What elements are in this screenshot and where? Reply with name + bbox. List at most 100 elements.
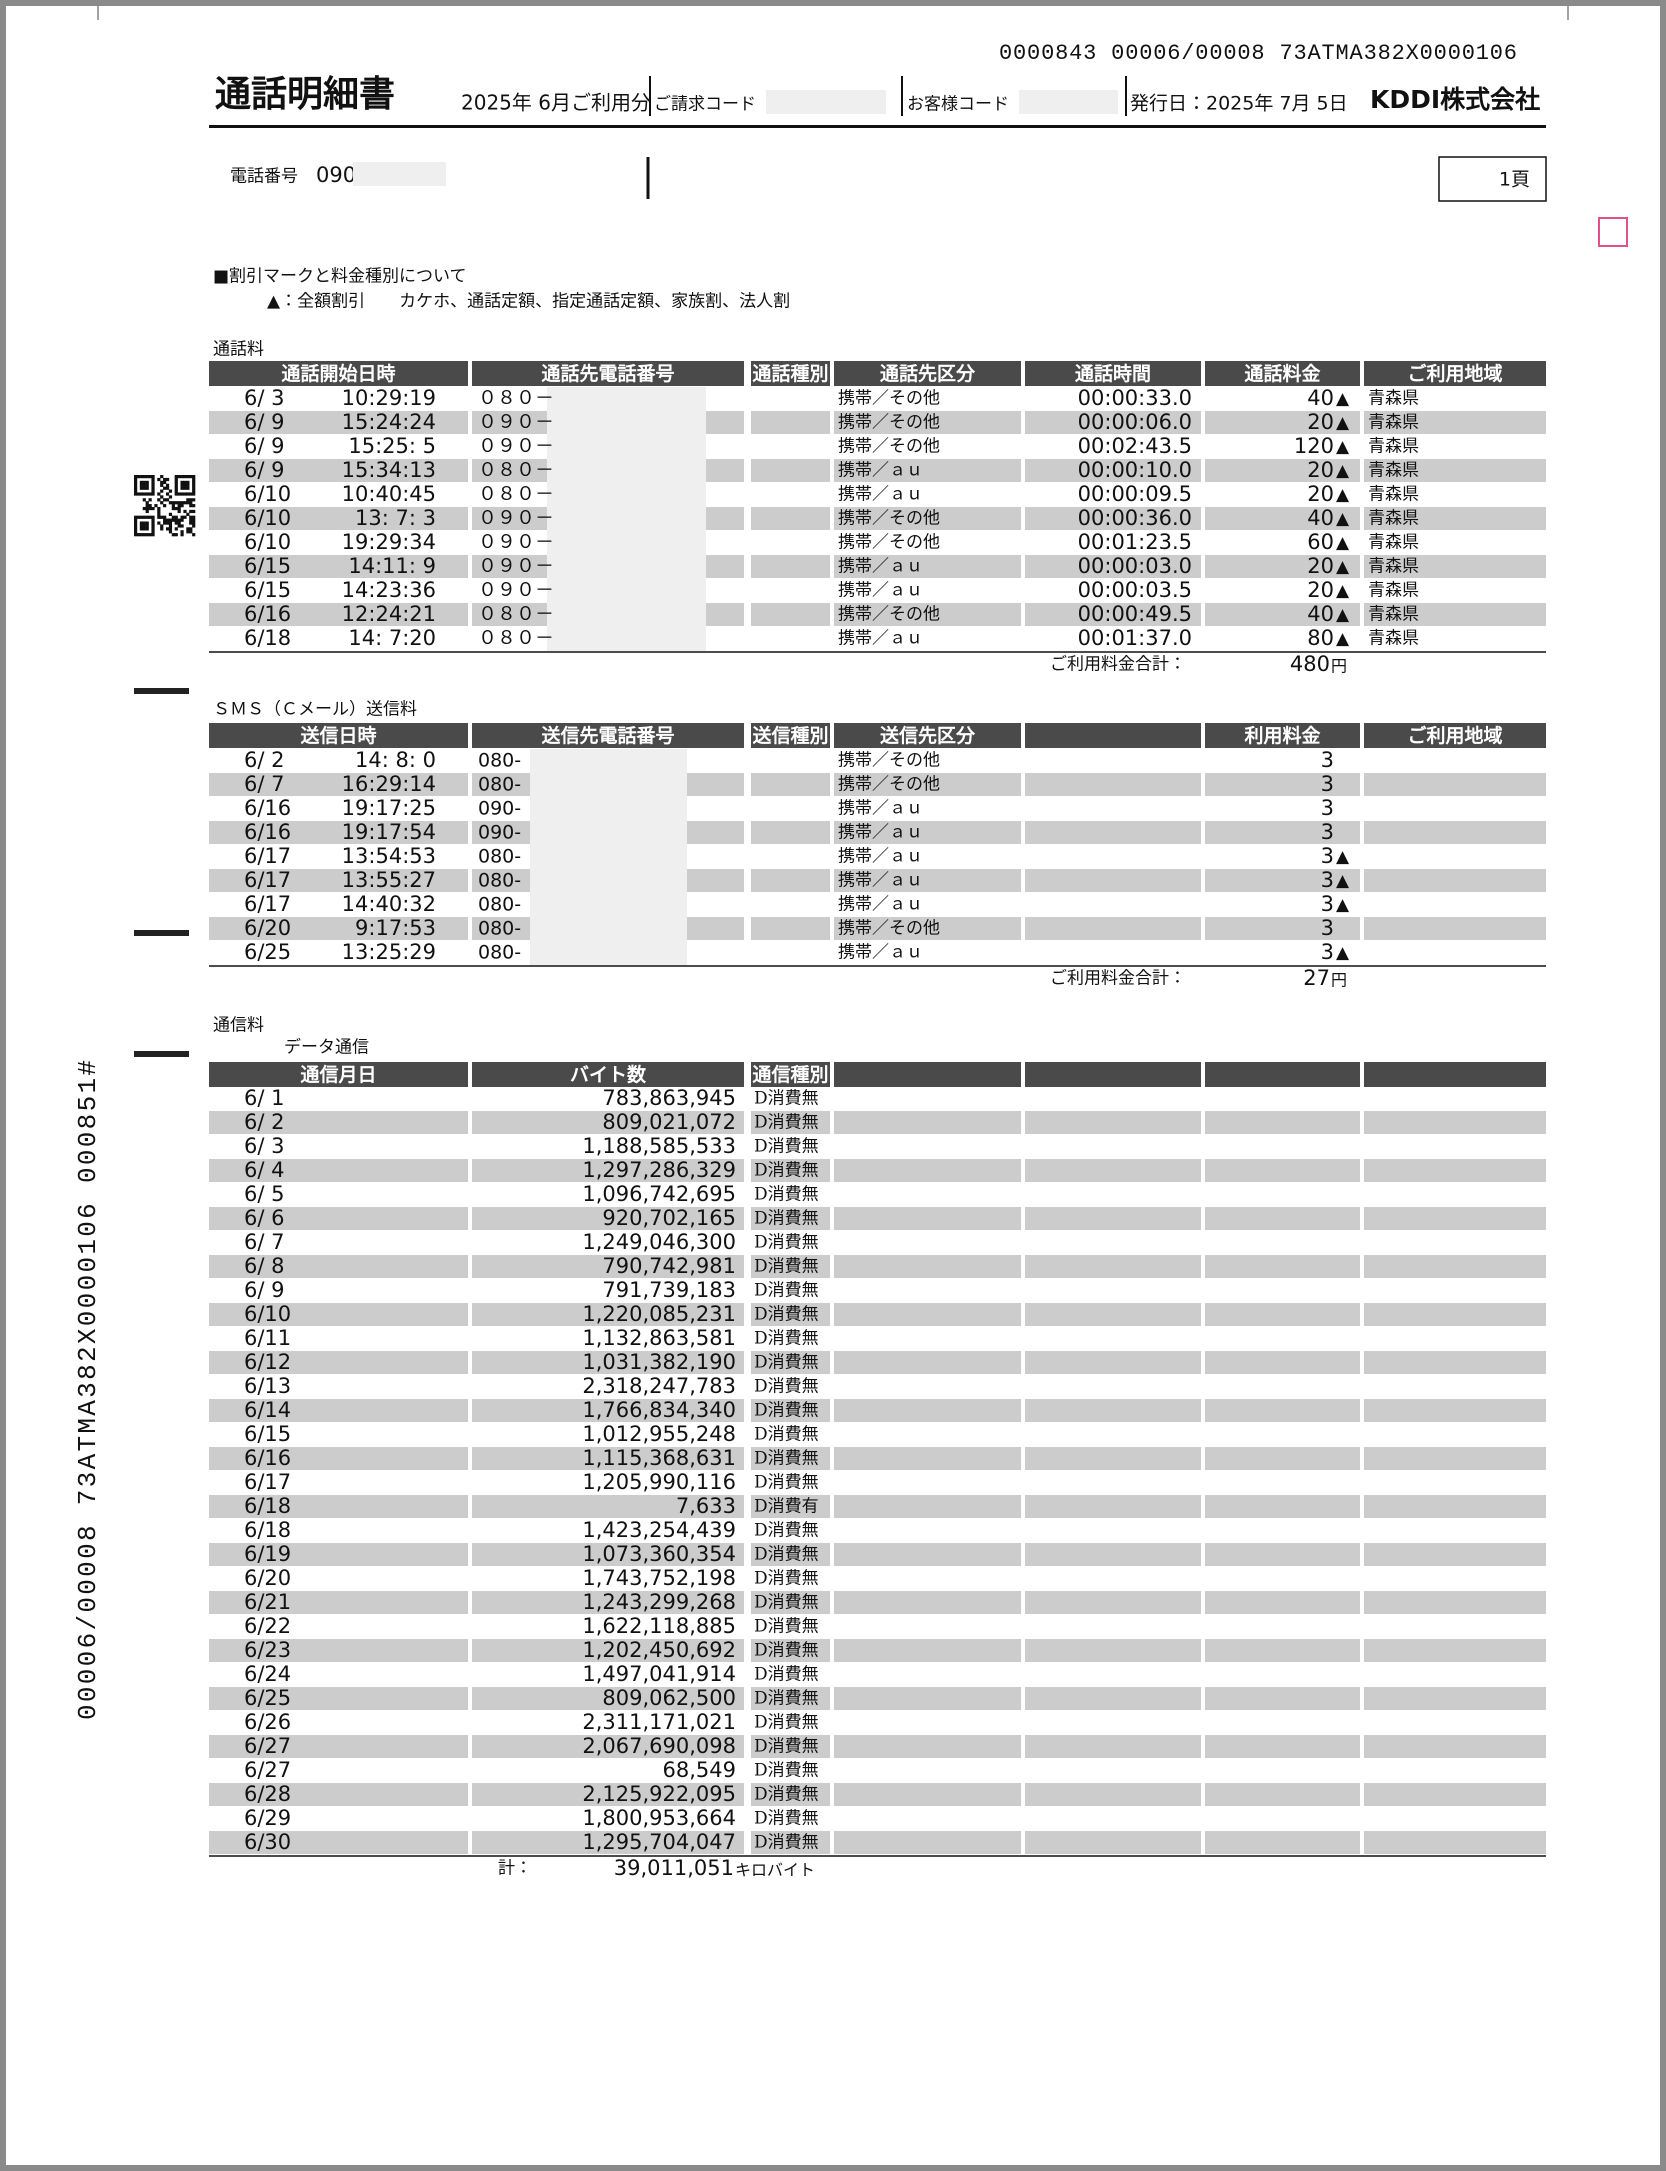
qr-cell — [151, 521, 155, 525]
row-stripe — [1025, 1255, 1201, 1278]
qr-cell — [151, 515, 155, 519]
qr-cell — [142, 506, 146, 511]
qr-cell — [160, 527, 164, 531]
qr-cell — [168, 527, 173, 531]
cell-text: 19:29:34 — [342, 530, 436, 554]
qr-cell — [186, 475, 190, 479]
cell-text: 携帯／ａｕ — [838, 485, 923, 505]
row-stripe — [1205, 1159, 1360, 1182]
qr-cell — [148, 475, 152, 479]
qr-cell — [139, 533, 144, 537]
qr-cell — [171, 501, 175, 505]
cell-text: ▲ — [1336, 605, 1350, 625]
qr-cell — [145, 475, 149, 479]
header-label: 通話開始日時 — [281, 362, 395, 385]
cell-text: 通話料 — [213, 340, 264, 360]
row-stripe — [209, 1495, 468, 1518]
qr-cell — [174, 480, 178, 485]
qr-cell — [160, 480, 164, 485]
cell-text: 6/ 4 — [244, 1158, 284, 1182]
row-stripe — [1364, 773, 1546, 796]
legend-line: ▲：全額割引 カケホ、通話定額、指定通話定額、家族割、法人割 — [267, 292, 790, 312]
cell-text: 791,739,183 — [602, 1278, 736, 1302]
qr-cell — [142, 475, 146, 479]
row-stripe — [1025, 1831, 1201, 1854]
qr-cell — [183, 492, 187, 496]
cell-text: 40 — [1307, 506, 1334, 530]
qr-cell — [145, 480, 149, 485]
qr-cell — [151, 527, 155, 531]
qr-cell — [151, 483, 155, 487]
qr-cell — [151, 533, 155, 537]
cell-text: 6/19 — [244, 1542, 291, 1566]
cell-text: 携帯／ａｕ — [838, 847, 923, 867]
cell-text: 1,743,752,198 — [582, 1566, 736, 1590]
cell-text: 19:17:25 — [342, 796, 436, 820]
row-stripe — [1364, 507, 1546, 530]
row-stripe — [834, 1303, 1021, 1326]
qr-cell — [136, 533, 141, 537]
cell-text: ０９０－ — [478, 435, 554, 457]
cell-text: 携帯／ａｕ — [838, 461, 923, 481]
row-stripe — [1205, 1495, 1360, 1518]
qr-cell — [168, 521, 173, 525]
cell-text: D消費無 — [754, 1233, 819, 1253]
qr-cell — [148, 504, 152, 508]
qr-cell — [139, 492, 144, 496]
row-stripe — [1205, 507, 1360, 530]
qr-cell — [165, 498, 170, 502]
header-label: バイト数 — [570, 1063, 647, 1086]
cell-text: 15:34:13 — [342, 458, 436, 482]
qr-cell — [171, 518, 175, 522]
cell-text: 通信料 — [213, 1016, 264, 1036]
cell-text: D消費無 — [754, 1329, 819, 1349]
qr-cell — [186, 498, 190, 502]
row-stripe — [472, 1207, 744, 1230]
qr-cell — [180, 518, 184, 522]
row-stripe — [751, 507, 830, 530]
qr-cell — [142, 492, 146, 496]
row-stripe — [751, 603, 830, 626]
row-stripe — [834, 1831, 1021, 1854]
qr-cell — [151, 477, 155, 482]
qr-cell — [174, 521, 178, 525]
cell-text: 携帯／ａｕ — [838, 943, 923, 963]
qr-cell — [174, 475, 178, 479]
cell-text: 2,318,247,783 — [582, 1374, 736, 1398]
qr-cell — [151, 524, 155, 528]
qr-cell — [134, 492, 138, 496]
row-stripe — [1025, 917, 1201, 940]
qr-cell — [139, 475, 144, 479]
row-stripe — [1364, 1159, 1546, 1182]
row-stripe — [751, 1207, 830, 1230]
qr-cell — [165, 483, 170, 487]
cell-text: D消費無 — [754, 1209, 819, 1229]
cell-text: 青森県 — [1368, 485, 1419, 505]
row-stripe — [472, 1783, 744, 1806]
qr-cell — [189, 498, 193, 502]
page-number: 1頁 — [1499, 169, 1530, 191]
row-stripe — [751, 1111, 830, 1134]
qr-cell — [157, 512, 161, 516]
qr-cell — [177, 475, 181, 479]
row-stripe — [1364, 1495, 1546, 1518]
cell-text: 13:54:53 — [342, 844, 436, 868]
qr-cell — [139, 521, 144, 525]
cell-text: 14:40:32 — [342, 892, 436, 916]
row-stripe — [834, 411, 1021, 434]
qr-cell — [174, 483, 178, 487]
row-stripe — [472, 1495, 744, 1518]
qr-cell — [174, 477, 178, 482]
row-stripe — [209, 821, 468, 844]
row-stripe — [751, 821, 830, 844]
cell-text: D消費無 — [754, 1785, 819, 1805]
cell-text: 14:11: 9 — [348, 554, 436, 578]
cell-text: 1,497,041,914 — [582, 1662, 736, 1686]
qr-cell — [189, 504, 193, 508]
cell-text: 携帯／その他 — [838, 605, 940, 625]
qr-cell — [183, 480, 187, 485]
cell-text: 携帯／ａｕ — [838, 823, 923, 843]
row-stripe — [751, 1495, 830, 1518]
header-cell — [209, 361, 468, 386]
cell-text: 1,073,360,354 — [582, 1542, 736, 1566]
